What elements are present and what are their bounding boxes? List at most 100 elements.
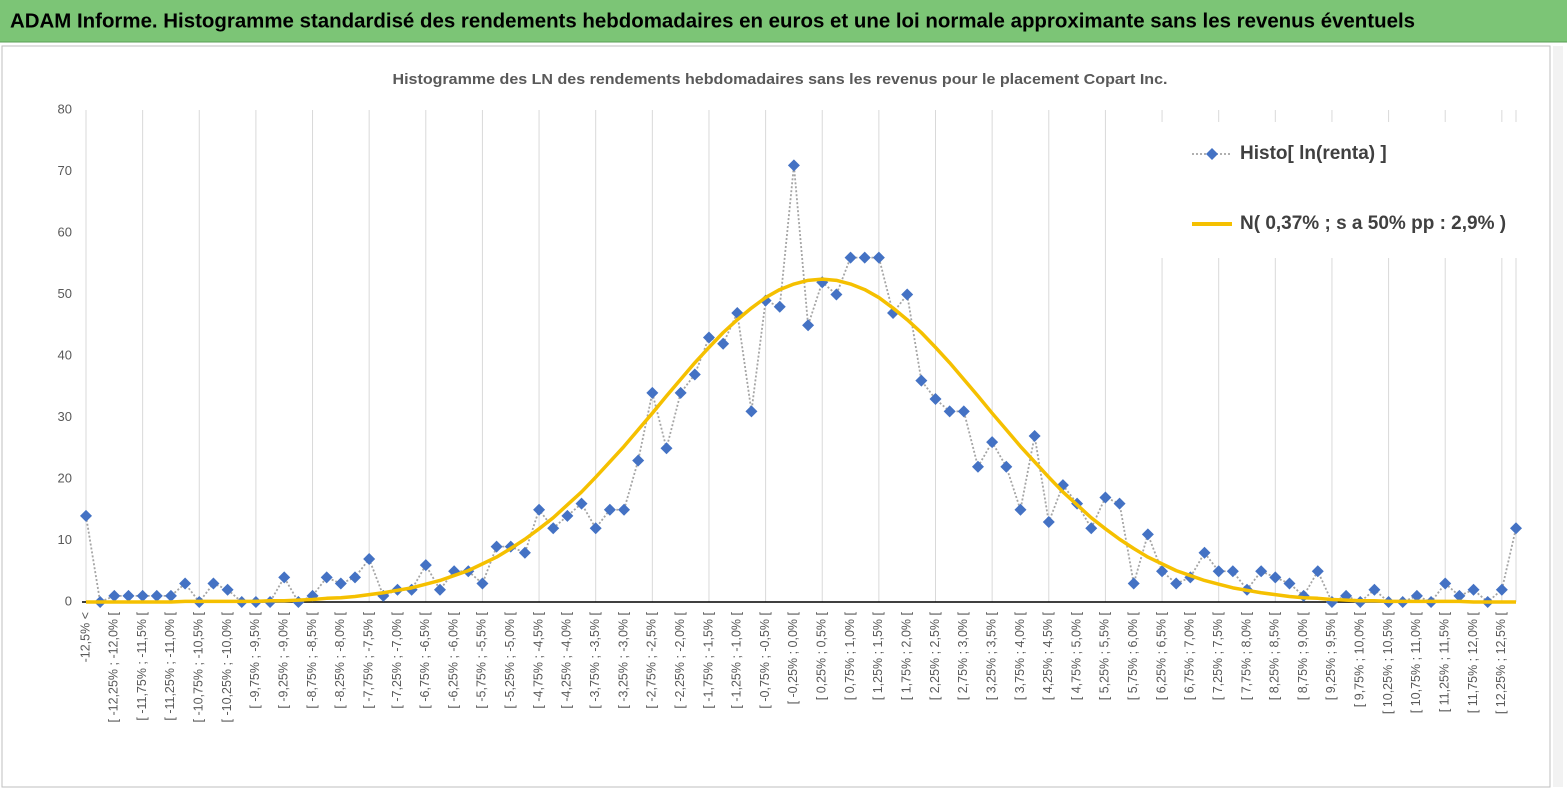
y-tick-label: 20: [58, 470, 72, 485]
y-tick-label: 60: [58, 224, 72, 239]
data-point: [717, 337, 730, 350]
y-tick-label: 50: [58, 286, 72, 301]
y-tick-label: 0: [65, 593, 72, 608]
data-point: [986, 436, 999, 449]
header-bar: [0, 0, 1567, 42]
x-tick-label: [ 10,25% ; 10,5% [: [1381, 611, 1395, 714]
x-tick-label: [ -4,25% ; -4,0% [: [560, 611, 574, 708]
data-point: [476, 577, 489, 590]
x-tick-label: [ 0,25% ; 0,5% [: [815, 611, 829, 700]
x-tick-label: [ -10,75% ; -10,5% [: [192, 611, 206, 722]
data-point: [844, 251, 857, 264]
data-point: [1410, 589, 1423, 602]
data-point: [419, 559, 432, 572]
data-point: [150, 589, 163, 602]
data-point: [561, 509, 574, 522]
data-point: [1283, 577, 1296, 590]
x-tick-label: [ 9,25% ; 9,5% [: [1324, 611, 1338, 700]
data-point: [1311, 565, 1324, 578]
series-line: [86, 277, 1516, 604]
x-tick-label: [ -9,25% ; -9,0% [: [277, 611, 291, 708]
data-point: [108, 589, 121, 602]
data-point: [618, 503, 631, 516]
data-point: [136, 589, 149, 602]
x-tick-label: [ 5,25% ; 5,5% [: [1098, 611, 1112, 700]
x-tick-label: [ 4,75% ; 5,0% [: [1069, 611, 1083, 700]
x-tick-label: [ 2,75% ; 3,0% [: [956, 611, 970, 700]
y-tick-label: 80: [58, 101, 72, 116]
x-tick-label: [ 9,75% ; 10,0% [: [1353, 611, 1367, 707]
x-tick-label: [ -1,25% ; -1,0% [: [730, 611, 744, 708]
x-tick-label: [ -12,25% ; -12,0% [: [107, 611, 121, 722]
data-point: [1198, 546, 1211, 559]
data-point: [915, 374, 928, 387]
x-tick-label: [ -6,25% ; -6,0% [: [446, 611, 460, 708]
data-point: [1510, 522, 1522, 535]
data-point: [490, 540, 503, 553]
data-point: [207, 577, 220, 590]
data-point: [971, 460, 984, 473]
data-point: [858, 251, 871, 264]
data-point: [278, 571, 291, 584]
data-point: [1113, 497, 1126, 510]
data-point: [1368, 583, 1381, 596]
data-point: [787, 159, 800, 172]
data-point: [1141, 528, 1154, 541]
x-tick-label: [ -0,75% ; -0,5% [: [758, 611, 772, 708]
x-tick-label: [ 1,75% ; 2,0% [: [899, 611, 913, 700]
x-tick-label: [ -6,75% ; -6,5% [: [418, 611, 432, 708]
data-point: [533, 503, 546, 516]
x-tick-label: [ -2,25% ; -2,0% [: [673, 611, 687, 708]
data-point: [1170, 577, 1183, 590]
x-tick-label: [ -8,75% ; -8,5% [: [305, 611, 319, 708]
x-tick-label: [ 8,25% ; 8,5% [: [1268, 611, 1282, 700]
data-point: [575, 497, 588, 510]
x-tick-label: [ 11,25% ; 11,5% [: [1438, 611, 1452, 712]
data-point: [1000, 460, 1013, 473]
x-tick-label: [ -11,25% ; -11,0% [: [163, 611, 177, 720]
data-point: [901, 288, 914, 301]
x-tick-label: [ -3,75% ; -3,5% [: [588, 611, 602, 708]
x-tick-label: [ -8,25% ; -8,0% [: [333, 611, 347, 708]
x-tick-label: [ -0,25% ; 0,0% [: [786, 611, 800, 704]
y-tick-label: 30: [58, 409, 72, 424]
legend-marker: [1206, 148, 1218, 160]
x-tick-label: [ 0,75% ; 1,0% [: [843, 611, 857, 700]
x-tick-label: [ -4,75% ; -4,5% [: [531, 611, 545, 708]
x-tick-label: [ -7,75% ; -7,5% [: [361, 611, 375, 708]
data-point: [363, 552, 376, 565]
data-point: [957, 405, 970, 418]
x-tick-label: [ 6,25% ; 6,5% [: [1154, 611, 1168, 700]
data-point: [943, 405, 956, 418]
data-point: [1255, 565, 1268, 578]
x-tick-label: [ 11,75% ; 12,0% [: [1466, 611, 1480, 713]
data-point: [688, 368, 701, 381]
data-point: [1014, 503, 1027, 516]
data-point: [1495, 583, 1508, 596]
data-point: [1226, 565, 1239, 578]
x-tick-label: [ -10,25% ; -10,0% [: [220, 611, 234, 722]
data-point: [929, 393, 942, 406]
data-point: [589, 522, 602, 535]
data-point: [221, 583, 234, 596]
x-tick-label: [ 4,25% ; 4,5% [: [1041, 611, 1055, 700]
x-tick-label: [ -5,25% ; -5,0% [: [503, 611, 517, 708]
data-point: [518, 546, 531, 559]
data-point: [1467, 583, 1480, 596]
legend-label: Histo[ ln(renta) ]: [1240, 143, 1387, 164]
chart-title: Histogramme des LN des rendements hebdom…: [393, 71, 1168, 88]
legend: [1160, 122, 1520, 258]
data-point: [745, 405, 758, 418]
x-tick-label: [ 3,25% ; 3,5% [: [984, 611, 998, 700]
x-tick-label: [ -9,75% ; -9,5% [: [248, 611, 262, 708]
y-tick-label: 70: [58, 163, 72, 178]
data-point: [660, 442, 673, 455]
data-point: [1156, 565, 1169, 578]
x-tick-label: [ 6,75% ; 7,0% [: [1183, 611, 1197, 700]
data-point: [646, 386, 659, 399]
data-point: [1212, 565, 1225, 578]
x-tick-label: [ 2,25% ; 2,5% [: [928, 611, 942, 700]
x-tick-label: [ -2,75% ; -2,5% [: [645, 611, 659, 708]
data-point: [122, 589, 135, 602]
